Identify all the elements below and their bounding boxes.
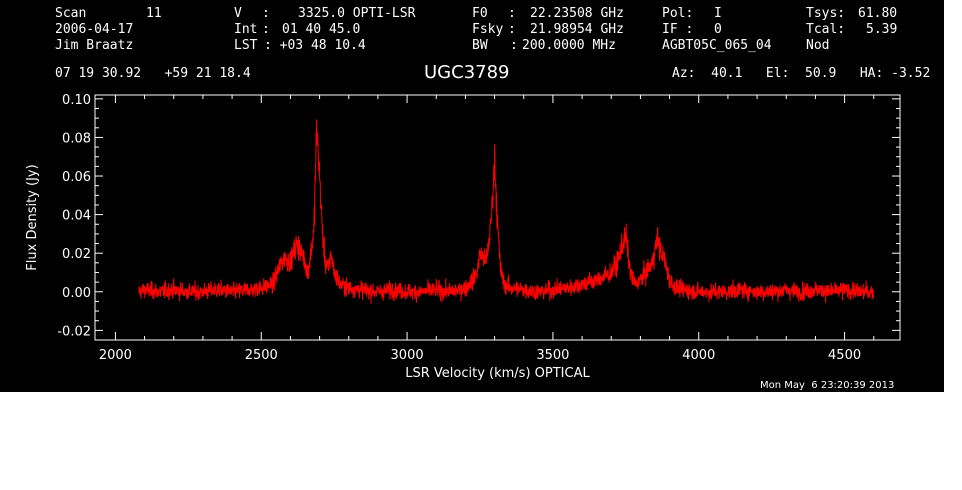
y-tick-label: 0.00 (62, 286, 91, 301)
tsys-label: Tsys: (806, 6, 846, 21)
fsky-colon: : (508, 22, 516, 37)
f0-colon: : (508, 6, 516, 21)
if-label: IF : (662, 22, 694, 37)
lst-value: : +03 48 10.4 (264, 38, 366, 53)
y-axis-label: Flux Density (Jy) (25, 164, 40, 270)
project-id: AGBT05C_065_04 (662, 38, 772, 53)
y-tick-label: 0.02 (62, 247, 91, 262)
observer-name: Jim Braatz (55, 38, 134, 53)
if-value: 0 (714, 22, 722, 37)
y-tick-label: -0.02 (57, 324, 91, 339)
v-colon: : (262, 6, 270, 21)
x-axis-label: LSR Velocity (km/s) OPTICAL (405, 366, 590, 381)
spectrum-line (138, 119, 874, 304)
x-tick-label: 4000 (682, 348, 715, 363)
bw-colon: : (510, 38, 518, 53)
x-tick-label: 3500 (536, 348, 569, 363)
fsky-label: Fsky (472, 22, 504, 37)
x-tick-label: 2000 (99, 348, 132, 363)
scan-value: 11 (146, 6, 162, 21)
source-coordinates: 07 19 30.92 +59 21 18.4 (55, 66, 251, 81)
tcal-label: Tcal: (806, 22, 846, 37)
f0-label: F0 (472, 6, 488, 21)
y-tick-label: 0.06 (62, 170, 91, 185)
x-tick-label: 4500 (828, 348, 861, 363)
spectrum-chart: 2000 2500 3000 3500 4000 4500 -0.02 0.00 0.02 0.0… (25, 93, 901, 381)
az-el-ha: Az: 40.1 El: 50.9 HA: -3.52 (672, 66, 931, 81)
axes-frame (94, 94, 901, 341)
pol-label: Pol: (662, 6, 694, 21)
plot-panel (0, 0, 944, 392)
bw-label: BW (472, 38, 488, 53)
int-label: Int (234, 22, 258, 37)
fsky-value: 21.98954 GHz (530, 22, 624, 37)
f0-value: 22.23508 GHz (530, 6, 624, 21)
observation-date: 2006-04-17 (55, 22, 134, 37)
v-label: V (234, 6, 242, 21)
spectrum-series (138, 119, 874, 304)
lst-label: LST (234, 38, 258, 53)
observing-mode: Nod (806, 38, 830, 53)
v-value: 3325.0 OPTI-LSR (298, 6, 416, 21)
axis-ticks: 2000 2500 3000 3500 4000 4500 -0.02 0.00 0.02 0.0… (57, 93, 900, 363)
int-colon: : (262, 22, 270, 37)
tcal-value: 5.39 (866, 22, 898, 37)
int-value: 01 40 45.0 (282, 22, 361, 37)
y-tick-label: 0.08 (62, 131, 91, 146)
y-tick-label: 0.10 (62, 93, 91, 108)
bw-value: 200.0000 MHz (522, 38, 616, 53)
plot-timestamp: Mon May 6 23:20:39 2013 (760, 380, 895, 391)
y-tick-label: 0.04 (62, 209, 91, 224)
scan-label: Scan (55, 6, 87, 21)
tsys-value: 61.80 (858, 6, 898, 21)
x-tick-label: 3000 (391, 348, 424, 363)
pol-value: I (714, 6, 722, 21)
source-name: UGC3789 (424, 62, 510, 83)
x-tick-label: 2500 (245, 348, 278, 363)
